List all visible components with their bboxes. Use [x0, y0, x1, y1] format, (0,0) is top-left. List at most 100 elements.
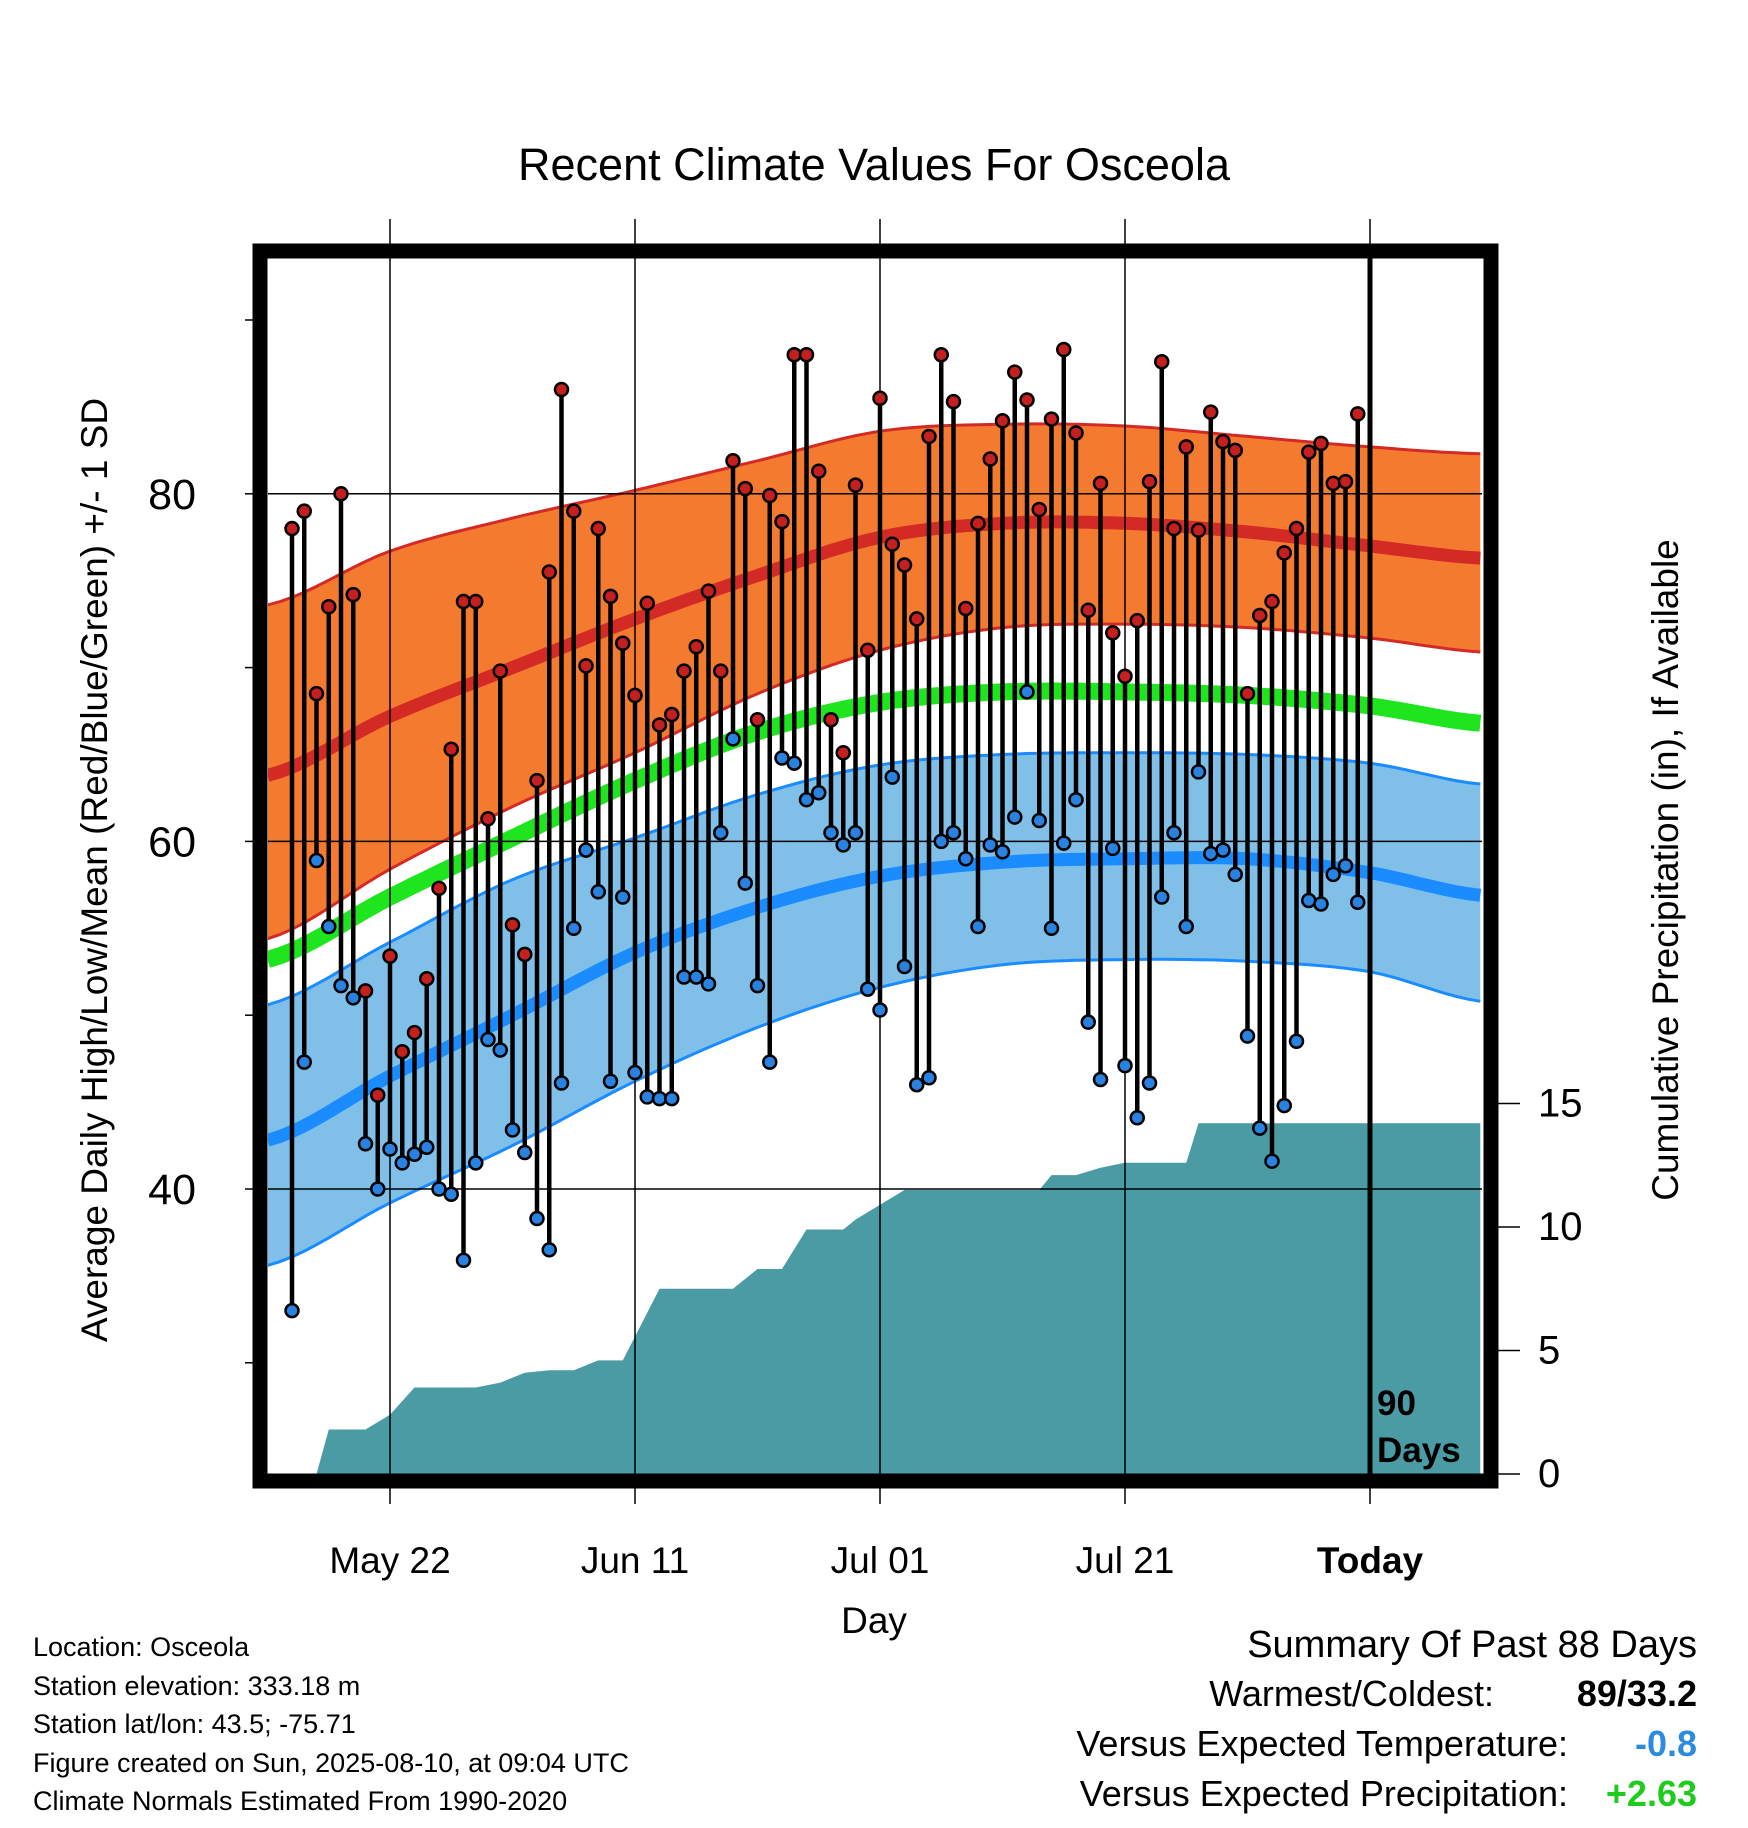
daily-high-point [1056, 341, 1072, 358]
daily-low-point [762, 1054, 778, 1070]
daily-low-point [994, 844, 1011, 860]
daily-low-point [688, 969, 704, 985]
daily-low-point [639, 1089, 655, 1105]
daily-low-point [590, 884, 606, 900]
daily-high-point [958, 600, 974, 617]
warm-cold-label: Warmest/Coldest: [1209, 1673, 1494, 1714]
daily-high-point [921, 428, 937, 445]
high-normal-band [268, 423, 1481, 939]
warm-cold-value: 89/33.2 [1576, 1673, 1697, 1714]
daily-high-point [1190, 522, 1207, 539]
daily-high-point [651, 717, 668, 733]
daily-low-point [945, 824, 962, 841]
daily-low-point [308, 852, 325, 869]
daily-low-point [1117, 1057, 1133, 1074]
daily-low-point [345, 990, 361, 1006]
daily-low-point [1166, 824, 1182, 841]
daily-high-point [909, 611, 925, 627]
high-band-upper-edge [268, 422, 1481, 607]
daily-high-point [1154, 353, 1170, 370]
daily-high-point [443, 741, 459, 758]
daily-high-point [749, 711, 766, 728]
daily-low-point [786, 755, 802, 771]
daily-low-point [431, 1181, 447, 1197]
daily-low-point [406, 1146, 423, 1162]
daily-low-point [1154, 889, 1170, 905]
daily-high-point [566, 503, 582, 519]
daily-high-point [725, 453, 741, 469]
daily-low-point [443, 1186, 459, 1202]
daily-low-point [1129, 1109, 1145, 1126]
y-tick-label: 80 [148, 471, 196, 519]
daily-high-point [1252, 607, 1268, 624]
daily-low-point [1141, 1075, 1158, 1091]
daily-low-point [370, 1181, 386, 1197]
summary-title: Summary Of Past 88 Days [1247, 1624, 1697, 1666]
daily-high-point [627, 687, 643, 704]
daily-high-point [1215, 433, 1231, 450]
daily-low-point [504, 1122, 521, 1138]
daily-low-point [1043, 920, 1060, 937]
daily-high-point [1325, 475, 1341, 492]
daily-high-point [1178, 439, 1194, 455]
daily-high-point [480, 811, 496, 827]
daily-low-point [1301, 892, 1317, 909]
daily-low-point [1007, 809, 1023, 825]
daily-high-point [553, 381, 570, 398]
daily-high-point [1239, 685, 1256, 702]
daily-low-point [749, 977, 766, 994]
daily-high-point [1019, 392, 1035, 408]
daily-low-point [860, 981, 876, 997]
daily-high-point [835, 745, 851, 761]
daily-low-point [896, 958, 913, 975]
daily-low-point [1031, 812, 1047, 829]
y-axis-label: Average Daily High/Low/Mean (Red/Blue/Gr… [74, 398, 115, 1342]
x-axis-label: Day [841, 1600, 907, 1641]
y2-axis-label: Cumulative Precipitation (in), If Availa… [1645, 539, 1686, 1201]
daily-high-point [431, 880, 447, 897]
daily-high-point [468, 593, 484, 610]
x-tick-label: Jul 21 [1076, 1540, 1175, 1581]
daily-low-point [835, 837, 851, 853]
daily-high-point [762, 487, 778, 504]
daily-low-point [1190, 764, 1207, 780]
daily-low-point [1288, 1033, 1305, 1050]
location-text: Location: Osceola [33, 1632, 250, 1662]
y-tick-label: 60 [148, 818, 196, 866]
daily-high-point [1031, 501, 1047, 518]
daily-low-point [566, 920, 582, 937]
daily-high-point [1080, 602, 1096, 618]
low-normal-band [268, 752, 1481, 1266]
x-tick-label: May 22 [329, 1540, 450, 1581]
daily-high-point [1117, 668, 1133, 685]
daily-high-point [504, 917, 521, 933]
daily-dots-layer [284, 341, 1366, 1319]
precip-layer [268, 1123, 1481, 1474]
daily-low-point [382, 1141, 398, 1157]
daily-low-point [394, 1155, 410, 1171]
daily-high-point [1264, 593, 1280, 610]
daily-high-point [1313, 435, 1329, 452]
daily-low-point [1350, 894, 1366, 910]
y2-tick-label: 5 [1538, 1329, 1560, 1373]
daily-low-point [884, 769, 900, 785]
daily-low-point [578, 842, 594, 858]
daily-high-point [1129, 612, 1145, 629]
daily-low-point [321, 918, 337, 935]
daily-low-point [1105, 840, 1121, 857]
daily-low-point [970, 918, 986, 935]
x-tick-label: Jun 11 [581, 1540, 689, 1581]
high-normal-line [268, 515, 1481, 782]
daily-low-point [909, 1076, 925, 1093]
daily-low-point [517, 1144, 533, 1161]
daily-high-point [370, 1087, 386, 1103]
daily-high-point [798, 347, 815, 363]
daily-low-point [553, 1075, 570, 1091]
daily-high-point [419, 970, 435, 987]
daily-high-point [1350, 406, 1366, 422]
temp-anomaly-value: -0.8 [1634, 1723, 1697, 1764]
daily-low-point [615, 889, 631, 905]
normals-layer [268, 422, 1482, 1267]
precip-anomaly-label: Versus Expected Precipitation: [1079, 1773, 1568, 1814]
daily-low-point [1092, 1071, 1109, 1088]
